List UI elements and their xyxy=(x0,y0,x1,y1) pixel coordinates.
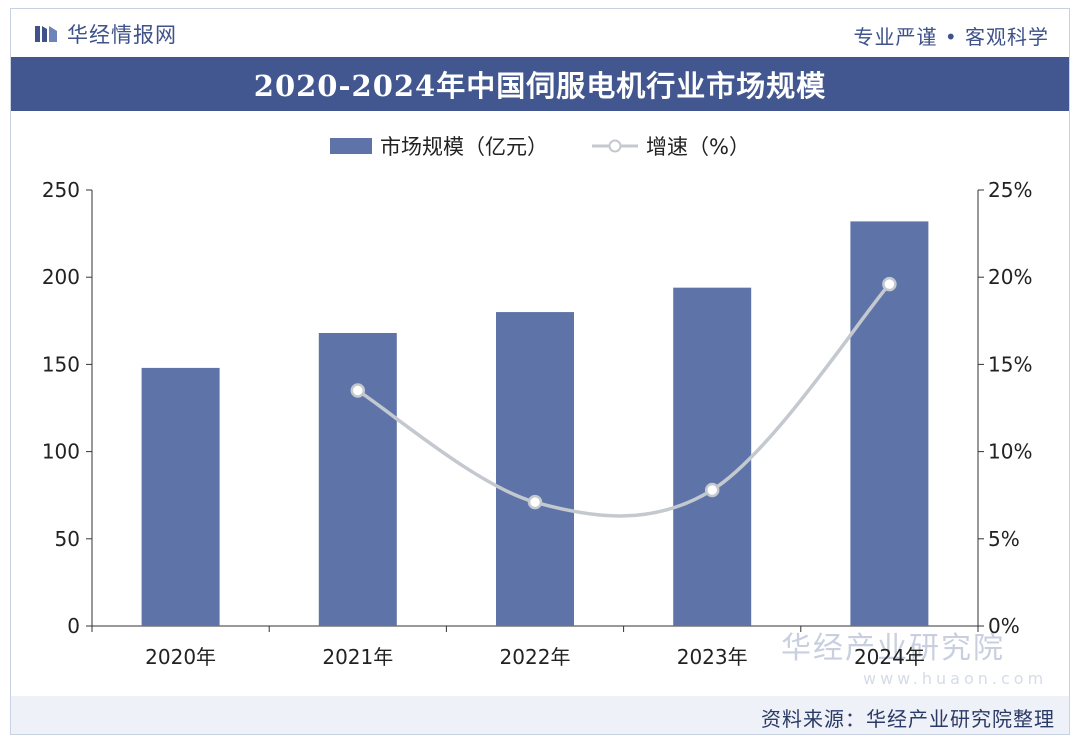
bar-2021年 xyxy=(318,333,397,626)
legend-item-growth: 增速（%） xyxy=(592,131,750,161)
legend-bar-label: 市场规模（亿元） xyxy=(380,135,549,159)
growth-point-2022年 xyxy=(527,494,543,510)
x-tick-label: 2023年 xyxy=(677,645,748,669)
y-right-tick-label: 20% xyxy=(988,265,1032,289)
brand-name: 华经情报网 xyxy=(67,23,177,47)
y-right-tick-label: 10% xyxy=(988,440,1032,464)
x-tick-label: 2022年 xyxy=(500,645,571,669)
growth-point-2021年 xyxy=(350,383,366,398)
x-tick-label: 2024年 xyxy=(854,645,925,669)
title-bar: 2020-2024年中国伺服电机行业市场规模 xyxy=(11,57,1069,111)
y-right-tick-label: 5% xyxy=(988,527,1020,551)
growth-point-2024年 xyxy=(882,276,897,292)
chart-title: 2020-2024年中国伺服电机行业市场规模 xyxy=(253,69,827,103)
legend-bar-swatch xyxy=(330,138,373,154)
top-bar: 华经情报网 专业严谨 • 客观科学 xyxy=(11,9,1069,53)
bar-2023年 xyxy=(673,287,752,626)
growth-line xyxy=(356,283,891,518)
y-right-tick-label: 15% xyxy=(988,352,1032,376)
bar-2020年 xyxy=(141,367,220,626)
footer: 资料来源：华经产业研究院整理 xyxy=(11,696,1069,734)
y-left-tick-label: 50 xyxy=(55,527,80,551)
y-left-tick-label: 200 xyxy=(42,265,80,289)
legend-line-swatch xyxy=(592,139,639,153)
slogan: 专业严谨 • 客观科学 xyxy=(853,25,1049,49)
x-tick-label: 2020年 xyxy=(145,645,216,669)
legend: 市场规模（亿元） 增速（%） xyxy=(11,131,1069,161)
brand: 华经情报网 xyxy=(35,19,177,49)
y-left-tick-label: 100 xyxy=(42,440,80,464)
legend-line-label: 增速（%） xyxy=(646,135,750,159)
y-left-tick-label: 150 xyxy=(42,352,80,376)
growth-point-2023年 xyxy=(704,482,720,498)
legend-item-market-size: 市场规模（亿元） xyxy=(330,131,548,161)
watermark-text: 华经产业研究院 xyxy=(781,631,1005,666)
y-left-tick-label: 0 xyxy=(67,614,80,638)
x-tick-label: 2021年 xyxy=(322,645,393,669)
watermark-url: www.huaon.com xyxy=(863,669,1048,688)
y-left-tick-label: 250 xyxy=(42,178,80,202)
brand-logo-icon xyxy=(35,26,57,42)
source-note: 资料来源：华经产业研究院整理 xyxy=(761,707,1055,731)
y-right-tick-label: 0% xyxy=(988,614,1020,638)
y-right-tick-label: 25% xyxy=(988,178,1032,202)
bar-2022年 xyxy=(496,312,574,626)
